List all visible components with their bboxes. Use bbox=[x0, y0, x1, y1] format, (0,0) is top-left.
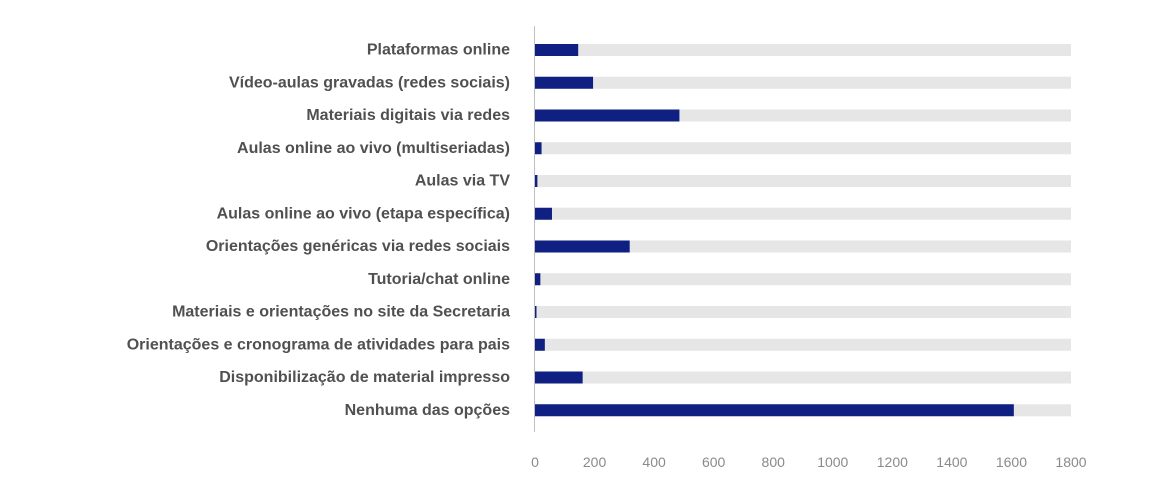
bar bbox=[535, 338, 545, 351]
x-tick-label: 1600 bbox=[996, 454, 1027, 470]
x-tick-label: 1800 bbox=[1055, 454, 1086, 470]
bar-track bbox=[535, 76, 1071, 89]
category-label: Materiais e orientações no site da Secre… bbox=[172, 304, 510, 321]
bar-track bbox=[535, 44, 1071, 56]
bar bbox=[535, 404, 1014, 417]
bar-track bbox=[535, 240, 1071, 253]
bar-track bbox=[535, 371, 1071, 384]
category-label: Plataformas online bbox=[367, 42, 510, 59]
category-label: Disponibilização de material impresso bbox=[219, 369, 510, 386]
bar-track bbox=[535, 207, 1071, 220]
x-tick-label: 1400 bbox=[936, 454, 967, 470]
bar bbox=[535, 44, 579, 56]
x-tick-label: 1000 bbox=[817, 454, 848, 470]
category-label: Tutoria/chat online bbox=[368, 271, 510, 288]
x-tick-label: 400 bbox=[642, 454, 666, 470]
x-tick-label: 0 bbox=[531, 454, 539, 470]
bar bbox=[535, 240, 630, 253]
category-label: Aulas online ao vivo (multiseriadas) bbox=[237, 140, 510, 157]
bar-track bbox=[535, 175, 1071, 187]
bar bbox=[535, 273, 541, 286]
category-label: Vídeo-aulas gravadas (redes sociais) bbox=[229, 74, 510, 91]
bar bbox=[535, 371, 583, 384]
x-tick-label: 600 bbox=[702, 454, 726, 470]
bar bbox=[535, 76, 594, 89]
category-labels: Plataformas online Vídeo-aulas gravadas (… bbox=[127, 42, 511, 419]
category-label: Orientações genéricas via redes sociais bbox=[206, 238, 510, 255]
x-tick-label: 1200 bbox=[877, 454, 908, 470]
category-label: Orientações e cronograma de atividades p… bbox=[127, 336, 510, 353]
x-tick-label: 200 bbox=[583, 454, 607, 470]
x-tick-label: 800 bbox=[762, 454, 786, 470]
category-label: Aulas via TV bbox=[415, 173, 510, 190]
bar bbox=[535, 306, 537, 318]
bar-track bbox=[535, 273, 1071, 286]
background-tracks bbox=[535, 44, 1071, 417]
x-axis-ticks: 0 200 400 600 800 1000 1200 1400 1600 1800 bbox=[531, 454, 1087, 470]
category-label: Materiais digitais via redes bbox=[306, 107, 510, 124]
bar-track bbox=[535, 142, 1071, 155]
category-label: Nenhuma das opções bbox=[345, 402, 510, 419]
bar bbox=[535, 109, 680, 122]
bar bbox=[535, 175, 538, 187]
bars bbox=[535, 44, 1014, 417]
bar bbox=[535, 142, 542, 155]
bar-track bbox=[535, 338, 1071, 351]
category-label: Aulas online ao vivo (etapa específica) bbox=[217, 205, 510, 222]
bar-track bbox=[535, 306, 1071, 318]
bar bbox=[535, 207, 552, 220]
